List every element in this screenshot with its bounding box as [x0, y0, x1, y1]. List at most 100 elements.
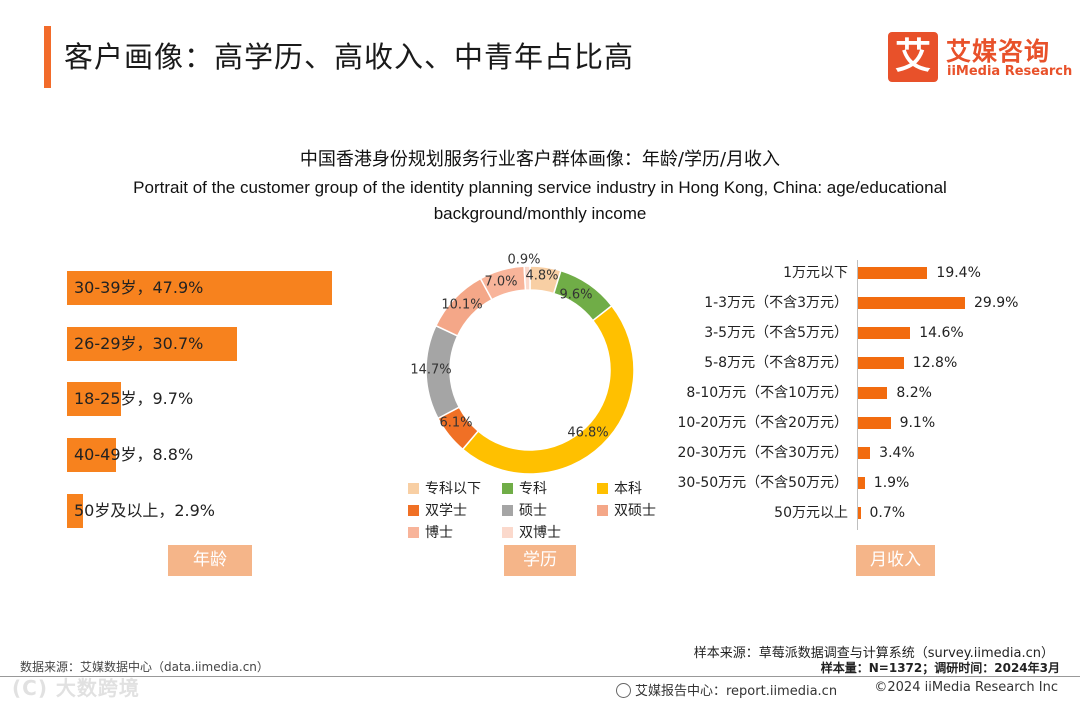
income-value-label: 29.9% [974, 295, 1019, 311]
age-bar-label: 40-49岁，8.8% [74, 445, 194, 465]
legend-label: 本科 [614, 481, 642, 497]
income-axis-line [857, 260, 858, 530]
legend-swatch [408, 527, 419, 538]
legend-item: 双博士 [502, 525, 561, 541]
chart-title-cn: 中国香港身份规划服务行业客户群体画像：年龄/学历/月收入 [299, 149, 781, 170]
iimedia-logo: 艾 艾媒咨询 iiMedia Research [888, 32, 1072, 82]
globe-icon [616, 683, 631, 698]
income-category-label: 10-20万元（不含20万元） [677, 415, 849, 431]
income-value-label: 12.8% [912, 355, 958, 371]
income-value-label: 9.1% [899, 415, 936, 431]
age-bar-label: 50岁及以上，2.9% [74, 500, 216, 520]
income-bar [858, 327, 911, 339]
age-bar [67, 326, 237, 361]
legend-item: 博士 [408, 525, 453, 541]
footer-report-text: 艾媒报告中心：report.iimedia.cn [635, 684, 838, 699]
age-bar [67, 382, 121, 417]
logo-cn-text: 艾媒咨询 [946, 37, 1051, 66]
income-bar [858, 267, 928, 279]
income-value-label: 19.4% [936, 265, 981, 281]
income-value-label: 0.7% [869, 505, 906, 521]
age-bar-label: 30-39岁，47.9% [74, 278, 204, 297]
footer-copyright: ©2024 iiMedia Research Inc [874, 680, 1058, 695]
income-category-label: 5-8万元（不含8万元） [704, 355, 848, 371]
legend-label: 双硕士 [614, 503, 656, 519]
age-bar-label: 26-29岁，30.7% [74, 333, 204, 353]
sample-source-note: 样本来源：草莓派数据调查与计算系统（survey.iimedia.cn） [693, 646, 1054, 661]
legend-item: 双学士 [408, 503, 467, 519]
footer-report-center[interactable]: 艾媒报告中心：report.iimedia.cn [616, 680, 837, 699]
legend-label: 双学士 [425, 503, 467, 519]
donut-value-label: 0.9% [507, 253, 540, 268]
income-value-label: 8.2% [896, 385, 932, 401]
legend-swatch [408, 505, 419, 516]
age-bar [67, 438, 116, 473]
income-row: 1-3万元（不含3万元） 29.9% [0, 292, 1080, 314]
income-row: 5-8万元（不含8万元） 12.8% [0, 352, 1080, 374]
income-bar [858, 477, 865, 489]
legend-label: 专科 [519, 481, 547, 497]
income-bar [858, 507, 861, 519]
logo-mark: 艾 [888, 32, 938, 82]
income-bar [858, 357, 904, 369]
age-bar [67, 493, 84, 528]
donut-value-label: 10.1% [441, 298, 482, 313]
income-value-label: 1.9% [873, 475, 910, 491]
age-bar [67, 271, 332, 305]
legend-item: 专科以下 [408, 481, 481, 497]
watermark: (C) 大数跨境 [12, 676, 140, 700]
donut-value-label: 14.7% [410, 363, 451, 378]
donut-slice [523, 265, 531, 291]
income-category-label: 1-3万元（不含3万元） [704, 295, 848, 311]
legend-swatch [597, 483, 608, 494]
income-value-label: 3.4% [879, 445, 915, 461]
logo-en-text: iiMedia Research [947, 64, 1073, 79]
legend-label: 专科以下 [425, 481, 481, 497]
income-category-label: 30-50万元（不含50万元） [677, 475, 849, 491]
donut-value-label: 46.8% [567, 426, 608, 441]
footer-divider [0, 676, 1080, 677]
donut-value-label: 6.1% [439, 416, 472, 431]
page-title: 客户画像：高学历、高收入、中青年占比高 [64, 40, 635, 74]
sample-size-note: 样本量：N=1372；调研时间：2024年3月 [820, 661, 1060, 675]
income-value-label: 14.6% [919, 325, 964, 341]
income-row: 1万元以下 19.4% [0, 262, 1080, 284]
title-accent-bar [44, 26, 51, 88]
legend-swatch [408, 483, 419, 494]
income-category-label: 1万元以下 [783, 265, 848, 281]
income-bar [858, 387, 888, 399]
income-row: 3-5万元（不含5万元） 14.6% [0, 322, 1080, 344]
legend-swatch [597, 505, 608, 516]
legend-swatch [502, 483, 513, 494]
income-bar [858, 417, 891, 429]
income-category-label: 8-10万元（不含10万元） [686, 385, 848, 401]
legend-item: 硕士 [502, 503, 547, 519]
income-bar [858, 447, 871, 459]
age-panel-tag: 年龄 [168, 545, 252, 576]
age-bar-label: 18-25岁，9.7% [74, 389, 194, 409]
income-row: 10-20万元（不含20万元） 9.1% [0, 412, 1080, 434]
legend-item: 专科 [502, 481, 547, 497]
donut-value-label: 7.0% [484, 275, 517, 290]
income-row: 20-30万元（不含30万元） 3.4% [0, 442, 1080, 464]
legend-item: 本科 [597, 481, 642, 497]
donut-value-label: 4.8% [525, 269, 558, 284]
legend-label: 双博士 [519, 525, 561, 541]
legend-item: 双硕士 [597, 503, 656, 519]
income-category-label: 50万元以上 [774, 505, 848, 521]
legend-swatch [502, 505, 513, 516]
legend-label: 硕士 [519, 503, 547, 519]
income-row: 50万元以上 0.7% [0, 502, 1080, 524]
income-row: 30-50万元（不含50万元） 1.9% [0, 472, 1080, 494]
education-donut-chart: 4.8%9.6% 46.8% 6.1% 14.7% 10.1%7.0% 0.9% [410, 253, 635, 475]
income-bar [858, 297, 965, 309]
income-panel-tag: 月收入 [856, 545, 935, 576]
legend-label: 博士 [425, 525, 453, 541]
chart-title-en: Portrait of the customer group of the id… [133, 178, 947, 223]
education-panel-tag: 学历 [504, 545, 576, 576]
legend-swatch [502, 527, 513, 538]
income-category-label: 20-30万元（不含30万元） [677, 445, 849, 461]
donut-value-label: 9.6% [559, 288, 592, 303]
income-row: 8-10万元（不含10万元） 8.2% [0, 382, 1080, 404]
income-category-label: 3-5万元（不含5万元） [704, 325, 848, 341]
